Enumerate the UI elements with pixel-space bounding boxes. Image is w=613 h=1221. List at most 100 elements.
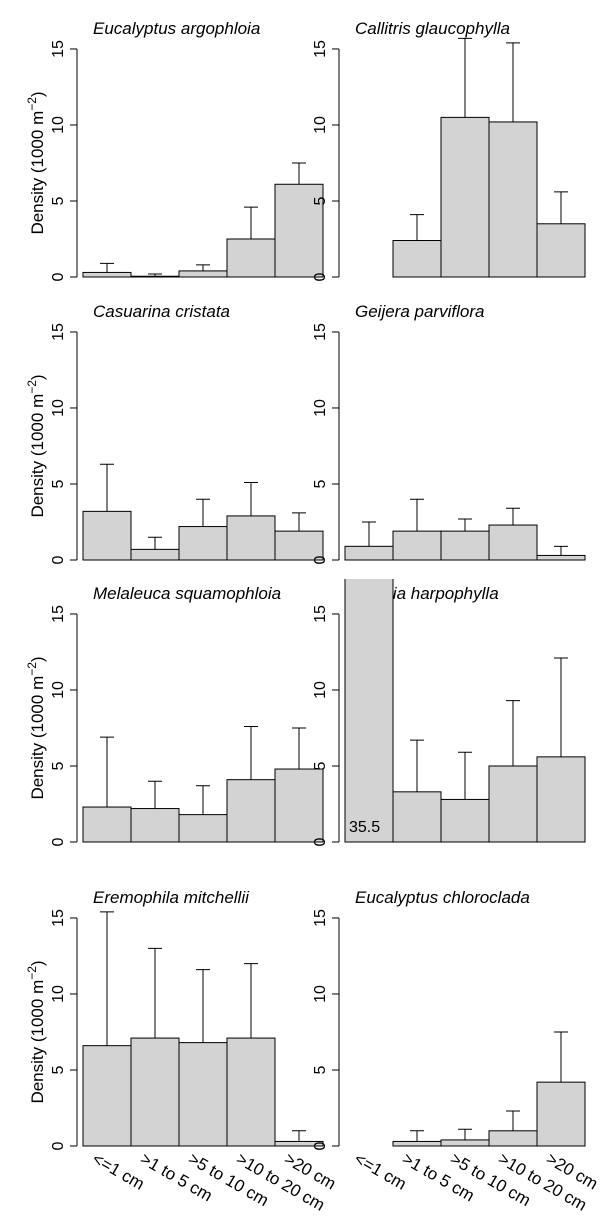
error-bar: [554, 1031, 568, 1083]
bar: [392, 791, 442, 843]
bar: [440, 116, 490, 278]
y-tick-label: 5: [312, 479, 329, 488]
bar: [178, 270, 228, 278]
panel-title: Melaleuca squamophloia: [93, 584, 281, 603]
error-bar: [100, 736, 114, 808]
error-bar: [458, 37, 472, 118]
y-tick-label: 10: [50, 399, 67, 417]
panel-title: Eucalyptus argophloia: [93, 19, 260, 38]
bar: [226, 1037, 276, 1147]
y-tick-label: 5: [312, 1065, 329, 1074]
error-bar: [362, 521, 376, 547]
y-axis-label-part: −2: [25, 380, 39, 394]
error-bar: [554, 657, 568, 757]
bar: [392, 240, 442, 278]
bar: [274, 768, 324, 843]
error-bar: [244, 725, 258, 780]
error-bar: [196, 785, 210, 815]
error-bar: [244, 206, 258, 239]
bar: [130, 808, 180, 843]
y-axis-label-part: Density (1000 m: [28, 111, 47, 235]
bar: [226, 515, 276, 561]
bar: [536, 554, 586, 561]
bar: [344, 545, 394, 561]
error-bar: [196, 969, 210, 1043]
y-tick-label: 15: [50, 40, 67, 58]
y-tick-label: 5: [312, 196, 329, 205]
y-tick-label: 5: [50, 479, 67, 488]
error-bar: [506, 42, 520, 122]
bar: [178, 814, 228, 843]
y-tick-label: 15: [312, 323, 329, 341]
bar: [130, 275, 180, 278]
error-bar: [196, 498, 210, 527]
error-bar: [506, 1110, 520, 1131]
y-tick-label: 0: [50, 555, 67, 564]
error-bar: [410, 498, 424, 532]
bar: [82, 510, 132, 561]
value-label: 35.5: [349, 819, 380, 836]
bar: [392, 1140, 442, 1147]
y-axis-label: Density (1000 m−2): [25, 656, 47, 799]
error-bar: [458, 1128, 472, 1140]
panel-title: Callitris glaucophylla: [355, 19, 510, 38]
panel-title: Geijera parviflora: [355, 302, 484, 321]
y-tick-label: 0: [312, 1141, 329, 1150]
y-tick-label: 0: [50, 1141, 67, 1150]
panel-title: Eremophila mitchellii: [93, 888, 250, 907]
y-tick-label: 15: [50, 909, 67, 927]
y-axis-label: Density (1000 m−2): [25, 960, 47, 1103]
bar: [536, 756, 586, 843]
error-bar: [410, 739, 424, 792]
error-bar: [554, 191, 568, 224]
y-tick-label: 5: [50, 196, 67, 205]
error-bar: [196, 264, 210, 271]
error-bar: [244, 963, 258, 1039]
error-bar: [458, 518, 472, 532]
bar: [392, 530, 442, 561]
y-tick-label: 15: [312, 605, 329, 623]
y-tick-label: 5: [50, 761, 67, 770]
y-axis-label: Density (1000 m−2): [25, 91, 47, 234]
y-tick-label: 15: [312, 909, 329, 927]
bar: [130, 1037, 180, 1147]
y-axis-label-part: ): [28, 656, 47, 662]
bar: [488, 524, 538, 561]
y-axis-label: Density (1000 m−2): [25, 374, 47, 517]
bar: [344, 579, 394, 843]
y-tick-label: 10: [312, 399, 329, 417]
bar: [226, 238, 276, 278]
y-axis-label-part: Density (1000 m: [28, 394, 47, 518]
bar: [440, 798, 490, 843]
bar: [536, 223, 586, 278]
bar: [488, 121, 538, 278]
y-tick-label: 15: [50, 605, 67, 623]
bar: [274, 530, 324, 561]
y-tick-label: 10: [50, 681, 67, 699]
y-axis-label-part: −2: [25, 662, 39, 676]
y-tick-label: 5: [50, 1065, 67, 1074]
error-bar: [292, 1130, 306, 1142]
x-tick-label: <=1 cm: [89, 1149, 148, 1194]
bar: [536, 1081, 586, 1147]
error-bar: [148, 536, 162, 550]
y-tick-label: 10: [50, 985, 67, 1003]
bar: [274, 183, 324, 278]
panel-title: Casuarina cristata: [93, 302, 230, 321]
y-axis-label-part: −2: [25, 966, 39, 980]
bar: [488, 1130, 538, 1147]
panel-title: Eucalyptus chloroclada: [355, 888, 530, 907]
bar: [178, 1042, 228, 1147]
error-bar: [292, 512, 306, 532]
y-tick-label: 5: [312, 761, 329, 770]
y-axis-label-part: Density (1000 m: [28, 980, 47, 1104]
error-bar: [506, 700, 520, 766]
error-bar: [148, 947, 162, 1039]
y-tick-label: 10: [312, 116, 329, 134]
y-axis-label-part: Density (1000 m: [28, 676, 47, 800]
y-axis-label-part: −2: [25, 97, 39, 111]
y-tick-label: 10: [50, 116, 67, 134]
error-bar: [410, 1130, 424, 1142]
y-tick-label: 0: [312, 555, 329, 564]
bar: [488, 765, 538, 843]
